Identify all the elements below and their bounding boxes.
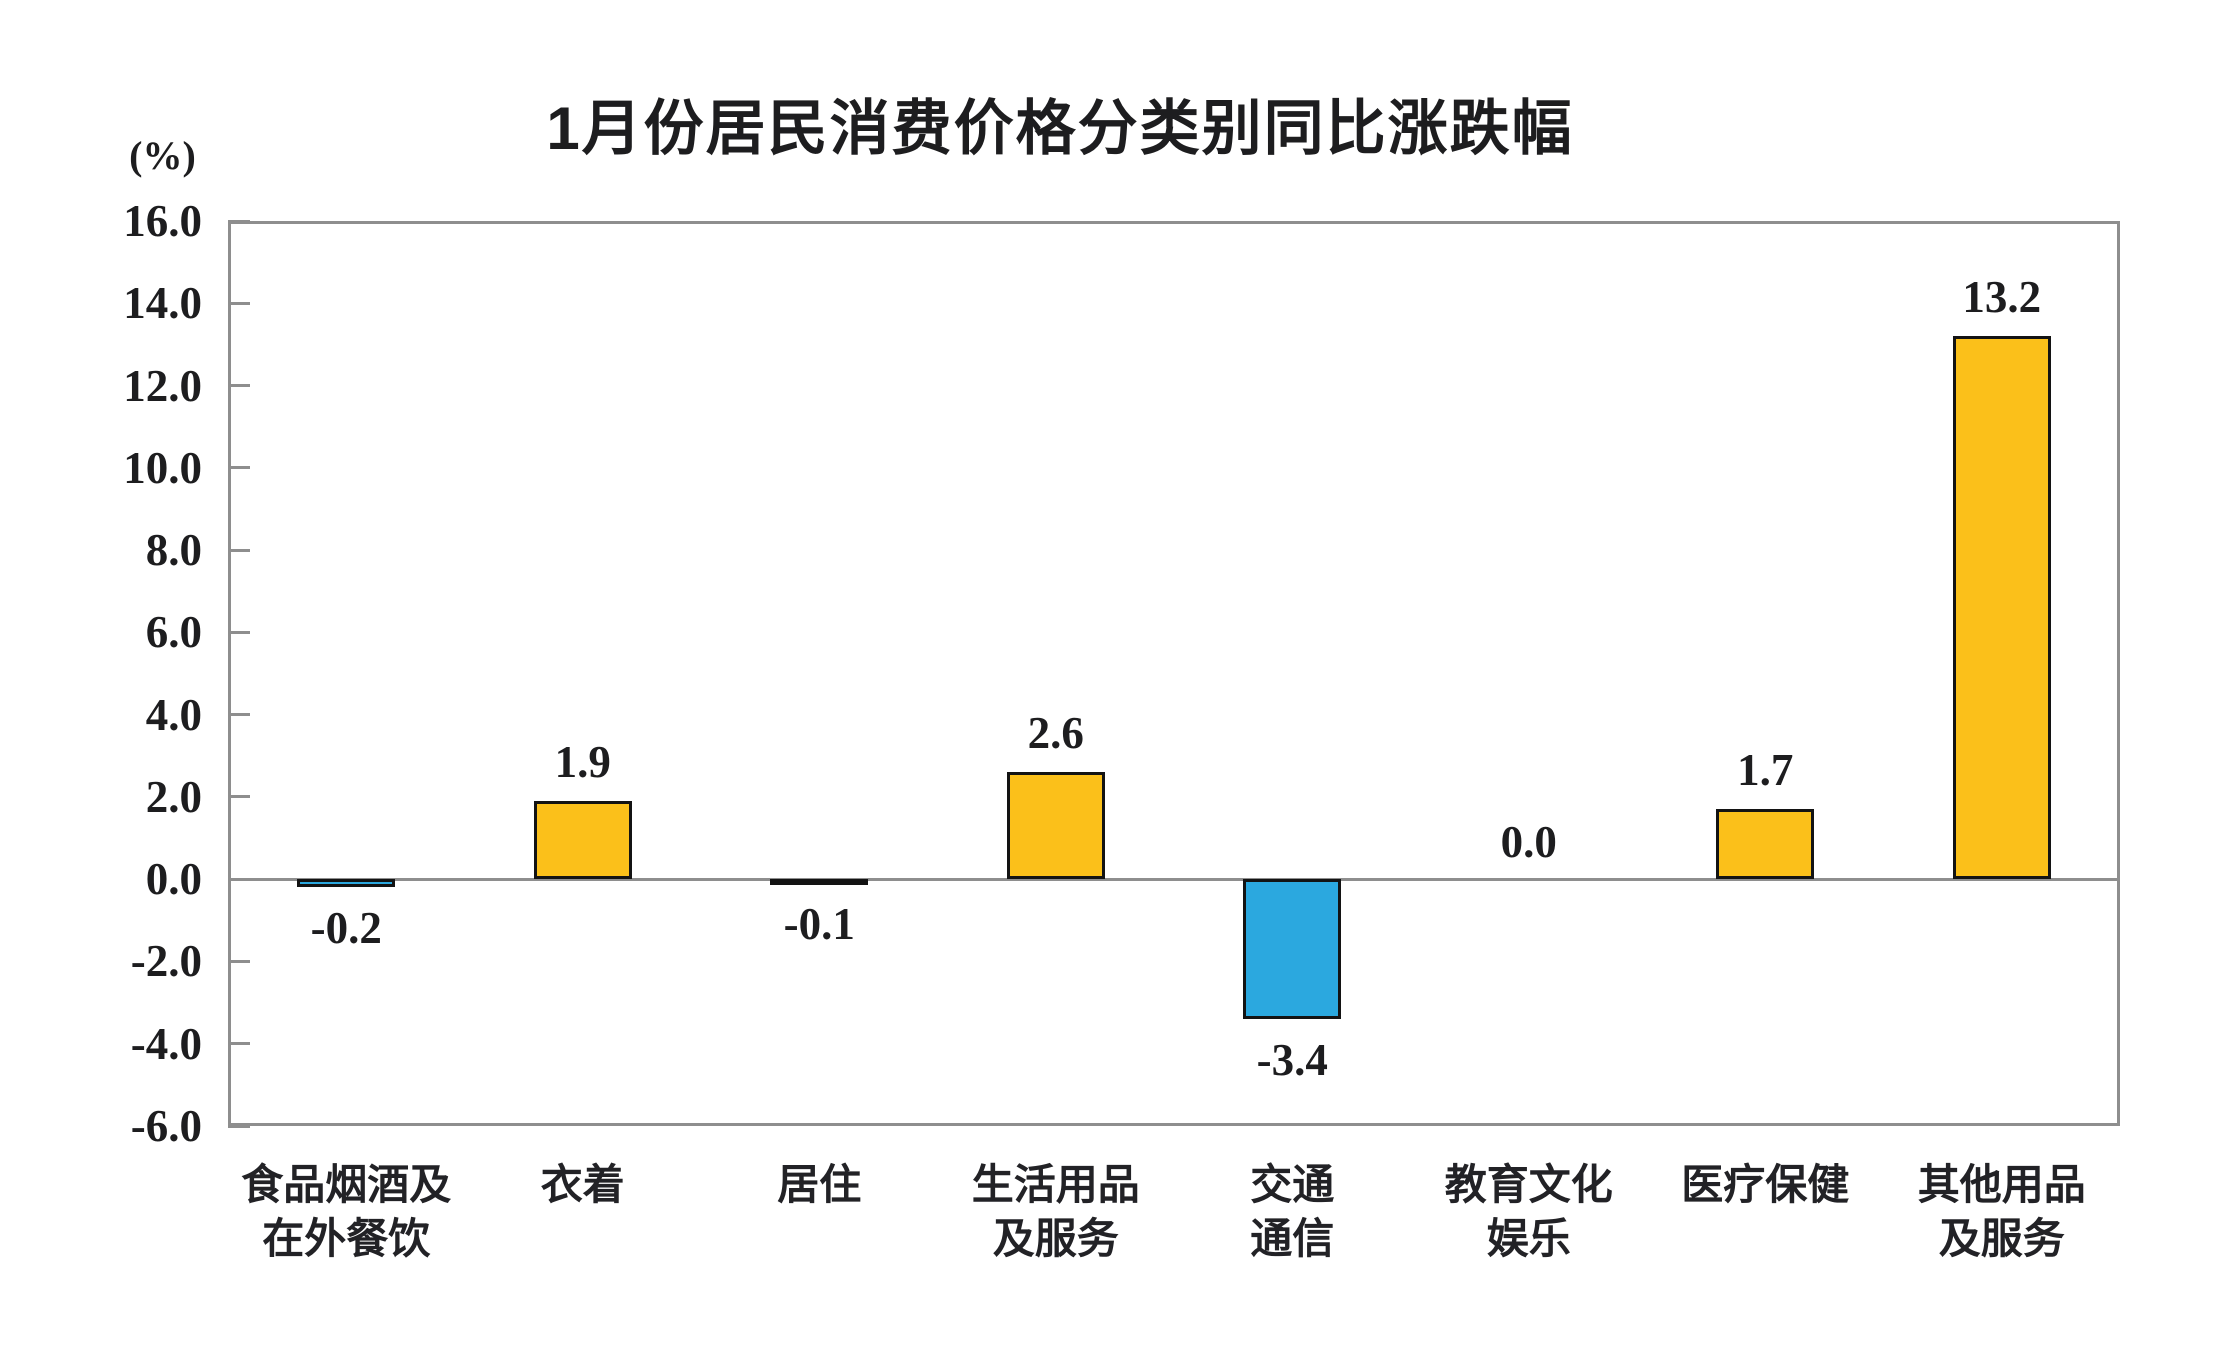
y-tick-mark: [228, 630, 250, 634]
y-tick-label: 14.0: [123, 278, 202, 329]
bar: [1243, 879, 1342, 1020]
bar-value-label: -0.1: [783, 899, 855, 950]
bar-value-label: -0.2: [310, 903, 382, 954]
zero-axis-line: [228, 877, 2120, 881]
y-tick-label: -6.0: [130, 1101, 202, 1151]
y-tick-mark: [228, 219, 250, 223]
y-tick-mark: [228, 548, 250, 552]
y-tick-label: 0.0: [145, 854, 202, 905]
bar-value-label: -3.4: [1256, 1035, 1328, 1086]
bar-value-label: 13.2: [1962, 272, 2042, 323]
y-tick-label: 4.0: [145, 689, 202, 740]
bar-value-label: 1.9: [554, 737, 611, 788]
y-tick-label: 10.0: [123, 442, 202, 493]
x-category-label: 医疗保健: [1681, 1161, 1850, 1208]
y-tick-mark: [228, 795, 250, 799]
bar: [770, 879, 869, 886]
bar: [533, 801, 632, 880]
x-category-label: 交通 通信: [1250, 1161, 1335, 1262]
bar: [1716, 809, 1815, 880]
bar-value-label: 1.7: [1737, 745, 1794, 796]
bar: [297, 879, 396, 888]
plot-area: [228, 221, 2120, 1126]
chart-title: 1月份居民消费价格分类别同比涨跌幅: [546, 95, 1574, 162]
y-tick-label: 8.0: [145, 525, 202, 576]
y-tick-mark: [228, 301, 250, 305]
x-category-label: 其他用品 及服务: [1917, 1161, 2086, 1262]
x-category-label: 教育文化 娱乐: [1444, 1161, 1613, 1262]
y-tick-label: 12.0: [123, 360, 202, 411]
x-category-label: 生活用品 及服务: [971, 1161, 1140, 1262]
y-tick-mark: [228, 384, 250, 388]
bar-value-label: 0.0: [1500, 817, 1557, 868]
x-category-label: 衣着: [540, 1161, 625, 1208]
y-tick-mark: [228, 959, 250, 963]
y-tick-mark: [228, 1124, 250, 1128]
y-tick-mark: [228, 1042, 250, 1046]
y-tick-label: 2.0: [145, 771, 202, 822]
x-category-label: 居住: [777, 1161, 862, 1208]
y-axis-unit-label: (%): [129, 133, 196, 178]
y-tick-mark: [228, 713, 250, 717]
y-tick-mark: [228, 466, 250, 470]
y-tick-label: -4.0: [130, 1018, 202, 1069]
y-tick-label: 6.0: [145, 607, 202, 658]
bar: [1006, 772, 1105, 880]
y-tick-label: 16.0: [123, 196, 202, 246]
y-tick-label: -2.0: [130, 936, 202, 987]
bar: [1952, 336, 2051, 880]
x-category-label: 食品烟酒及 在外餐饮: [241, 1161, 452, 1262]
bar-value-label: 2.6: [1027, 708, 1084, 759]
